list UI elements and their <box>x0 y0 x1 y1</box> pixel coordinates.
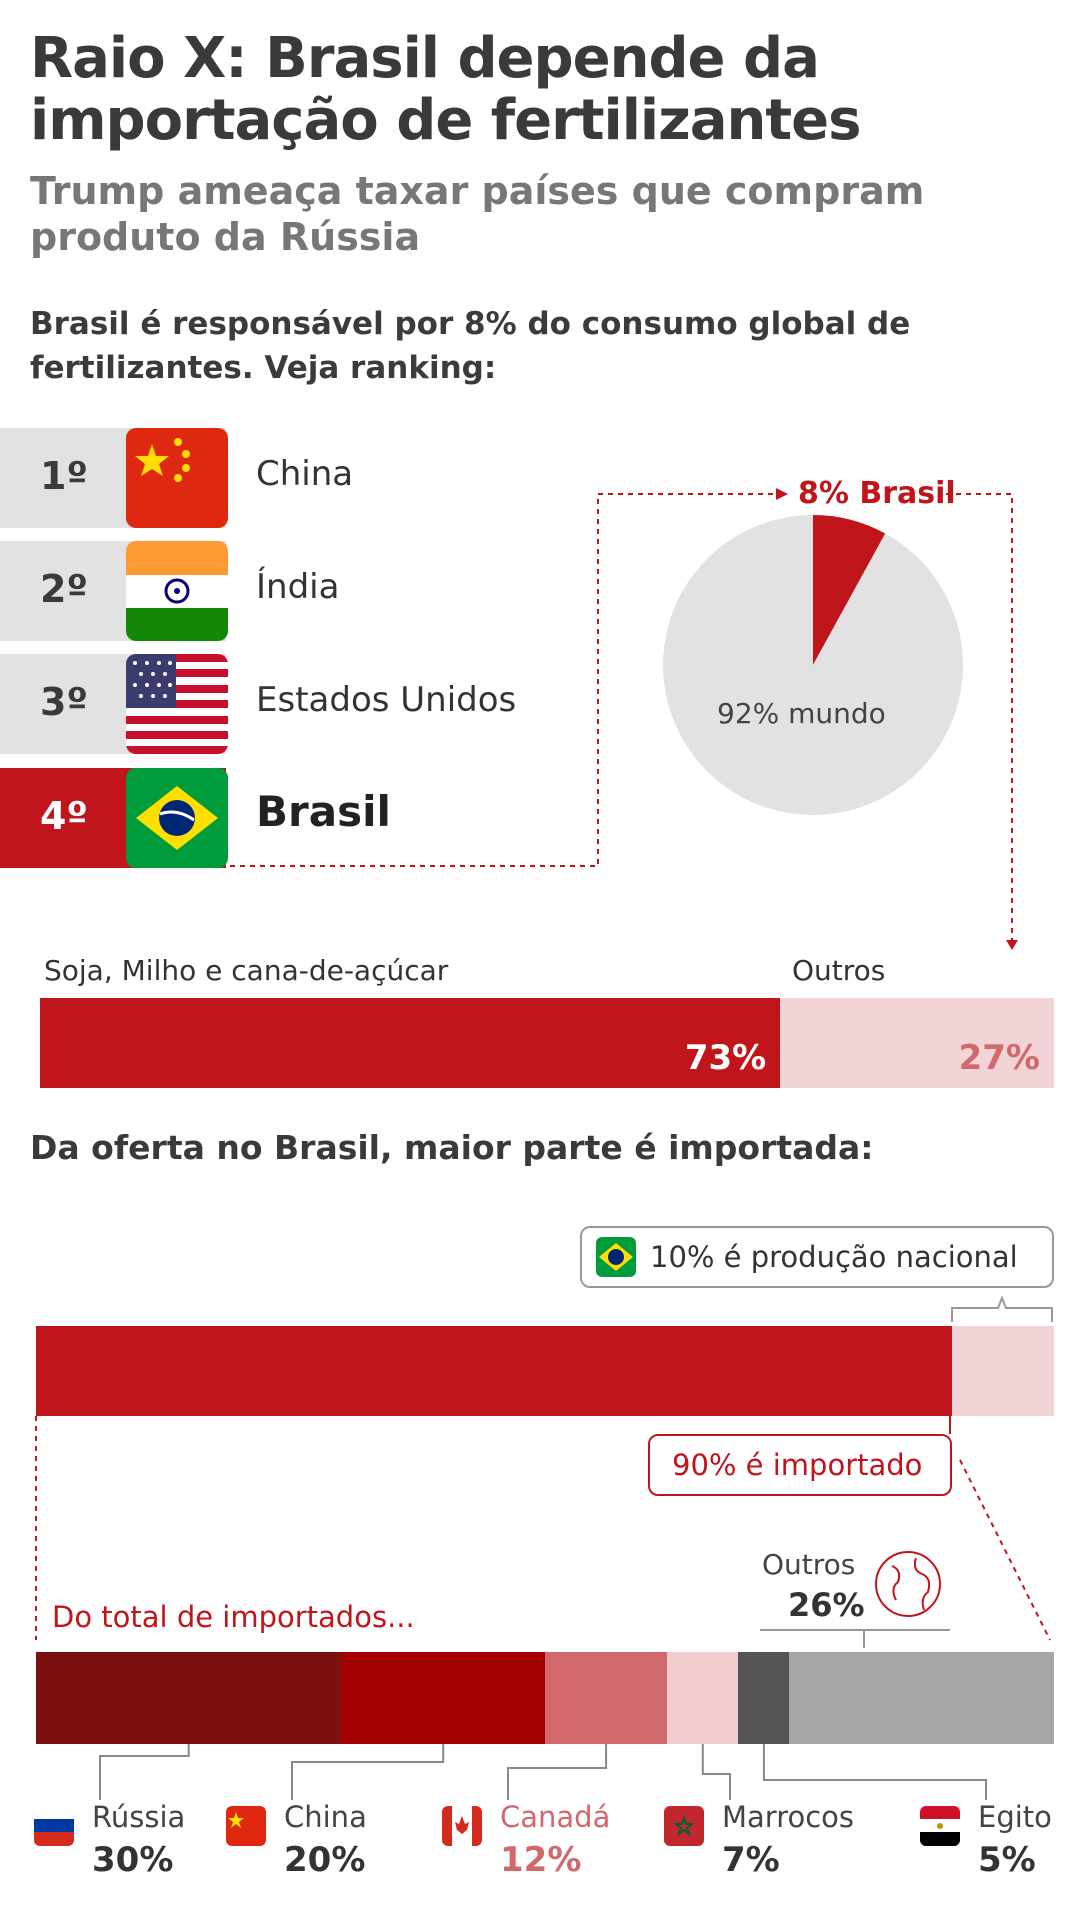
outros-value: 26% <box>788 1586 865 1624</box>
consumption-pie-chart <box>663 515 963 815</box>
callout-pointer <box>949 1416 951 1434</box>
morocco-flag-icon <box>664 1806 704 1846</box>
russia-flag-icon <box>34 1806 74 1846</box>
crop-bar: 73% 27% <box>40 998 1054 1088</box>
page-subtitle: Trump ameaça taxar países que compram pr… <box>30 169 925 259</box>
leader-line-4 <box>762 1744 987 1800</box>
crop-bar-label-other: Outros <box>792 954 886 987</box>
imports-bar-segment-0 <box>36 1652 342 1744</box>
imports-title: Do total de importados... <box>52 1600 415 1634</box>
page-title: Raio X: Brasil depende da importação de … <box>30 26 861 153</box>
legend-egypt-value: 5% <box>978 1840 1036 1880</box>
crop-bar-value-0: 73% <box>684 1038 767 1078</box>
supply-bar-segment-0 <box>36 1326 953 1416</box>
legend-morocco-name: Marrocos <box>722 1800 855 1834</box>
legend-china-value: 20% <box>284 1840 366 1880</box>
brazil-flag-icon <box>596 1237 636 1277</box>
ranking-number: 4º <box>40 794 88 838</box>
ranking-lead: Brasil é responsável por 8% do consumo g… <box>30 306 911 386</box>
canada-flag-icon <box>442 1806 482 1846</box>
leader-line-0 <box>99 1744 190 1800</box>
imports-bar-segment-2 <box>545 1652 668 1744</box>
outros-label: Outros <box>762 1548 856 1581</box>
ranking-number: 2º <box>40 567 88 611</box>
imported-label: 90% é importado <box>672 1448 923 1482</box>
pie-label-world: 92% mundo <box>717 697 886 730</box>
ranking-country-highlight: Brasil <box>256 787 391 836</box>
supply-bar <box>36 1326 1054 1416</box>
imports-bar <box>36 1652 1054 1744</box>
brazil-flag-icon <box>126 768 228 868</box>
ranking-country: Estados Unidos <box>256 680 517 720</box>
pie-label-brasil: 8% Brasil <box>798 476 956 511</box>
china-flag-icon <box>126 428 228 528</box>
outros-bracket <box>760 1629 950 1648</box>
legend-egypt-name: Egito <box>978 1800 1052 1834</box>
crop-bar-value-1: 27% <box>958 1038 1040 1078</box>
legend-russia-name: Rússia <box>92 1800 186 1834</box>
crop-bar-segment-0: 73% <box>40 998 781 1088</box>
leader-line-2 <box>507 1744 608 1800</box>
leader-line-1 <box>291 1744 445 1800</box>
national-production-label: 10% é produção nacional <box>650 1240 1018 1274</box>
legend-canada-name: Canadá <box>500 1800 611 1834</box>
globe-icon <box>875 1551 941 1617</box>
india-flag-icon <box>126 541 228 641</box>
ranking-number: 3º <box>40 680 88 724</box>
imports-bar-segment-4 <box>738 1652 790 1744</box>
egypt-flag-icon <box>920 1806 960 1846</box>
supply-bar-segment-1 <box>952 1326 1054 1416</box>
china-flag-icon <box>226 1806 266 1846</box>
legend-russia-value: 30% <box>92 1840 174 1880</box>
imports-bar-segment-1 <box>341 1652 545 1744</box>
imported-callout: 90% é importado <box>648 1434 952 1496</box>
callout-bracket <box>951 1295 1053 1322</box>
crop-bar-segment-1: 27% <box>780 998 1054 1088</box>
legend-morocco-value: 7% <box>722 1840 780 1880</box>
crop-bar-label-main: Soja, Milho e cana-de-açúcar <box>44 954 449 987</box>
supply-section-title: Da oferta no Brasil, maior parte é impor… <box>30 1128 874 1167</box>
legend-leader-lines <box>99 1744 987 1800</box>
ranking-country: China <box>256 454 354 494</box>
pie-slice-1 <box>663 515 963 815</box>
ranking-country: Índia <box>256 567 340 607</box>
legend-canada-value: 12% <box>500 1840 582 1880</box>
imports-bar-segment-5 <box>789 1652 1054 1744</box>
usa-flag-icon <box>126 654 228 754</box>
pie-slice-0 <box>813 515 886 665</box>
national-production-callout: 10% é produção nacional <box>580 1226 1054 1288</box>
ranking-number: 1º <box>40 454 88 498</box>
legend-china-name: China <box>284 1800 367 1834</box>
imports-bar-segment-3 <box>667 1652 739 1744</box>
leader-line-3 <box>701 1744 731 1800</box>
